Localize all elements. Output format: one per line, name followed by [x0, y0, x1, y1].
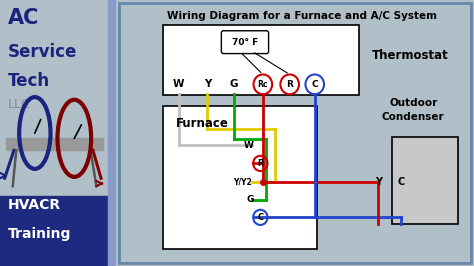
- Text: G: G: [246, 195, 254, 204]
- Text: Y/Y2: Y/Y2: [233, 177, 252, 186]
- Text: Rc: Rc: [257, 80, 268, 89]
- FancyBboxPatch shape: [221, 31, 269, 53]
- Bar: [163, 106, 317, 249]
- Text: C: C: [257, 213, 264, 222]
- Text: Thermostat: Thermostat: [372, 49, 449, 62]
- Bar: [392, 137, 458, 224]
- Text: W: W: [173, 79, 184, 89]
- Text: R: R: [257, 159, 264, 168]
- Text: Furnace: Furnace: [175, 117, 228, 130]
- Text: HVACR: HVACR: [8, 198, 61, 212]
- Text: 70° F: 70° F: [232, 38, 258, 47]
- Bar: [163, 25, 359, 95]
- Bar: [0, 196, 116, 266]
- Text: LLC: LLC: [8, 98, 31, 111]
- Text: Wiring Diagram for a Furnace and A/C System: Wiring Diagram for a Furnace and A/C Sys…: [167, 11, 437, 21]
- Bar: [108, 0, 116, 266]
- Text: Y: Y: [204, 79, 211, 89]
- Text: Y: Y: [374, 177, 382, 187]
- Text: AC: AC: [8, 8, 39, 28]
- Text: Outdoor
Condenser: Outdoor Condenser: [382, 98, 445, 122]
- Text: C: C: [311, 80, 318, 89]
- Text: W: W: [244, 141, 254, 150]
- Text: G: G: [230, 79, 238, 89]
- Bar: [6, 138, 103, 150]
- Text: C: C: [397, 177, 404, 187]
- Text: R: R: [286, 80, 293, 89]
- Text: Service: Service: [8, 43, 78, 61]
- Text: Tech: Tech: [8, 72, 50, 90]
- Text: Training: Training: [8, 227, 72, 242]
